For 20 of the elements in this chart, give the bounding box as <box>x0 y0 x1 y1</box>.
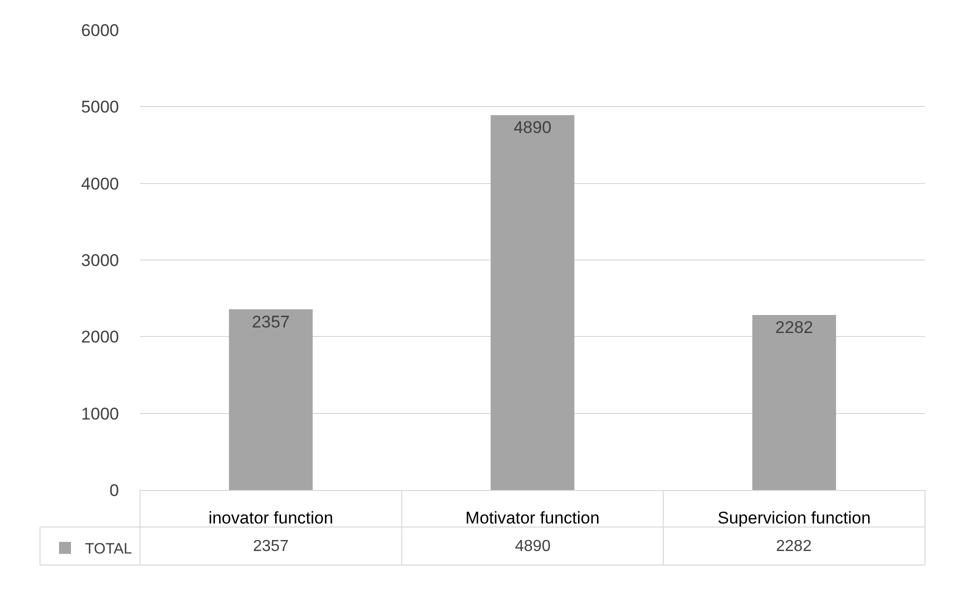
text: 2282 <box>776 538 812 555</box>
data-label: 4890 <box>514 118 552 138</box>
y-tick-label: 5000 <box>81 98 119 117</box>
text: 2357 <box>253 538 289 555</box>
text: 4890 <box>515 538 551 555</box>
x-tick-label: inovator function <box>208 508 334 528</box>
x-tick-label: Supervicion function <box>718 508 871 528</box>
bar <box>490 115 574 490</box>
data-label: 2282 <box>775 318 814 338</box>
data-label: 2357 <box>252 312 290 332</box>
y-tick-label: 2000 <box>81 328 119 347</box>
bar <box>752 315 836 490</box>
y-tick-label: 6000 <box>81 20 119 40</box>
y-tick-label: 3000 <box>81 250 119 270</box>
y-tick-label: 0 <box>110 480 119 500</box>
y-tick-label: 4000 <box>81 174 119 194</box>
legend-label: TOTAL <box>85 540 132 558</box>
bar <box>228 309 313 490</box>
x-tick-label: Motivator function <box>465 508 600 528</box>
y-tick-label: 1000 <box>81 404 119 424</box>
